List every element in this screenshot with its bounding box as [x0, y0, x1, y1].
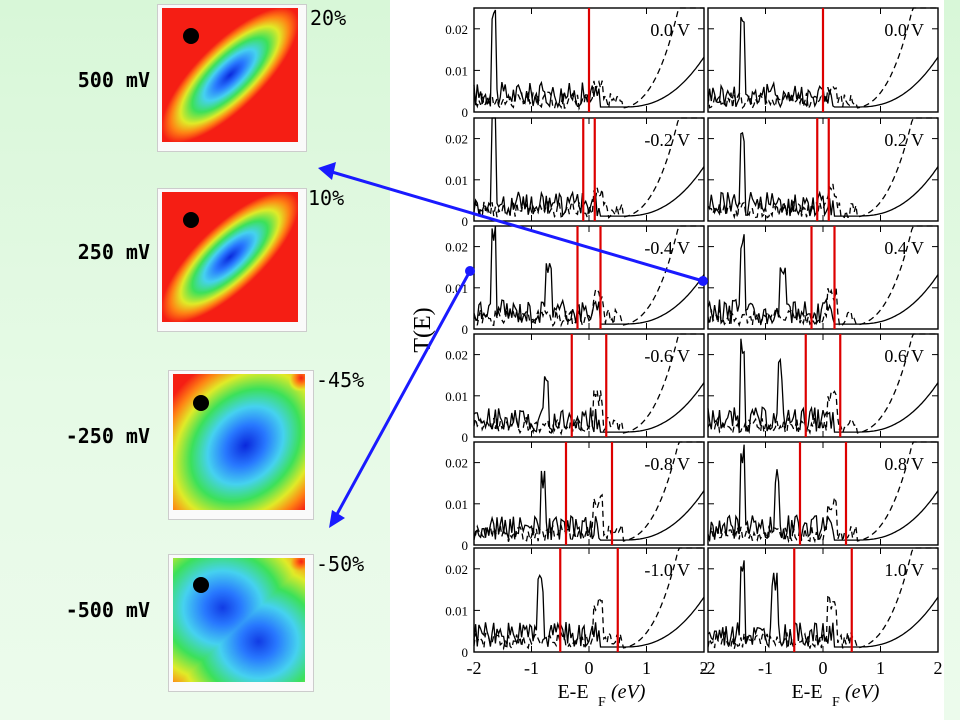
panel-bias-label: -0.2 V — [644, 130, 690, 150]
reference-dot — [193, 576, 210, 593]
y-tick-label: 0.02 — [445, 456, 468, 471]
y-tick-label: 0.02 — [445, 562, 468, 577]
x-axis-label-subscript: F — [598, 695, 606, 710]
transmission-curve-dashed — [707, 225, 938, 328]
transmission-curve-solid — [473, 225, 705, 325]
y-tick-label: 0 — [462, 105, 469, 120]
x-axis-label-unit: (eV) — [611, 681, 646, 703]
x-axis-label-subscript: F — [832, 695, 840, 710]
y-tick-label: 0.02 — [445, 22, 468, 37]
transmission-curve-solid — [707, 560, 939, 649]
x-tick-label: -2 — [701, 658, 716, 678]
potential-map — [168, 554, 314, 692]
map-bias-label: -500 mV — [65, 598, 150, 622]
panel-bias-label: 0.2 V — [884, 130, 924, 150]
y-tick-label: 0.01 — [445, 63, 468, 78]
transmission-curve-solid — [707, 131, 939, 218]
transmission-curve-dashed — [473, 547, 704, 651]
map-percent-label: 20% — [310, 6, 347, 30]
x-tick-label: 0 — [819, 658, 828, 678]
transmission-curve-dashed — [707, 441, 938, 544]
transmission-curve-solid — [473, 573, 705, 648]
panel-bias-label: 1.0 V — [884, 560, 924, 580]
transmission-curve-dashed — [473, 117, 704, 219]
arrowhead — [329, 510, 345, 528]
y-tick-label: 0.02 — [445, 132, 468, 147]
transmission-curve-solid — [473, 376, 705, 435]
map-percent-label: 10% — [308, 186, 345, 210]
arrow-origin-dot — [698, 276, 708, 286]
potential-map — [157, 188, 307, 332]
y-tick-label: 0.02 — [445, 348, 468, 363]
x-tick-label: 0 — [585, 658, 594, 678]
panel-bias-label: 0.8 V — [884, 454, 924, 474]
y-tick-label: 0 — [462, 430, 469, 445]
y-tick-label: 0.01 — [445, 389, 468, 404]
arrowhead — [318, 162, 336, 180]
y-tick-label: 0 — [462, 538, 469, 553]
x-tick-label: 2 — [700, 658, 709, 678]
reference-dot — [183, 28, 200, 45]
y-tick-label: 0 — [462, 214, 469, 229]
potential-map — [168, 370, 314, 520]
x-tick-label: 2 — [934, 658, 943, 678]
transmission-curve-solid — [473, 117, 705, 217]
panel-bias-label: -0.8 V — [644, 454, 690, 474]
map-percent-label: -50% — [316, 552, 365, 576]
correspondence-arrow — [331, 170, 704, 283]
x-tick-label: -1 — [524, 658, 539, 678]
transmission-curve-dashed — [473, 333, 704, 436]
y-tick-label: 0 — [462, 645, 469, 660]
map-bias-label: 500 mV — [77, 68, 150, 92]
x-axis-label: E-E — [557, 681, 588, 703]
transmission-curve-solid — [473, 470, 705, 541]
x-tick-label: 1 — [642, 658, 651, 678]
transmission-curve-dashed — [473, 441, 704, 544]
y-tick-label: 0.01 — [445, 497, 468, 512]
panel-bias-label: 0.4 V — [884, 238, 924, 258]
x-tick-label: -2 — [467, 658, 482, 678]
x-axis-label: E-E — [791, 681, 822, 703]
correspondence-arrow — [334, 270, 472, 517]
y-tick-label: 0.01 — [445, 173, 468, 188]
reference-dot — [183, 211, 200, 228]
y-tick-label: 0 — [462, 322, 469, 337]
panel-bias-label: -0.6 V — [644, 346, 690, 366]
y-axis-label: T(E) — [410, 307, 436, 352]
map-percent-label: -45% — [316, 368, 365, 392]
reference-dot — [193, 394, 210, 411]
x-tick-label: -1 — [758, 658, 773, 678]
panel-bias-label: -1.0 V — [644, 560, 690, 580]
y-tick-label: 0.02 — [445, 240, 468, 255]
x-axis-label-unit: (eV) — [845, 681, 880, 703]
panel-bias-label: 0.0 V — [884, 20, 924, 40]
panel-bias-label: -0.4 V — [644, 238, 690, 258]
map-bias-label: -250 mV — [65, 424, 150, 448]
x-tick-label: 1 — [876, 658, 885, 678]
potential-map — [157, 4, 307, 152]
arrow-origin-dot — [465, 266, 475, 276]
transmission-curve-solid — [707, 444, 939, 542]
y-tick-label: 0.01 — [445, 603, 468, 618]
transmission-curve-dashed — [707, 547, 938, 650]
panel-bias-label: 0.6 V — [884, 346, 924, 366]
map-bias-label: 250 mV — [77, 240, 150, 264]
panel-bias-label: 0.0 V — [650, 20, 690, 40]
